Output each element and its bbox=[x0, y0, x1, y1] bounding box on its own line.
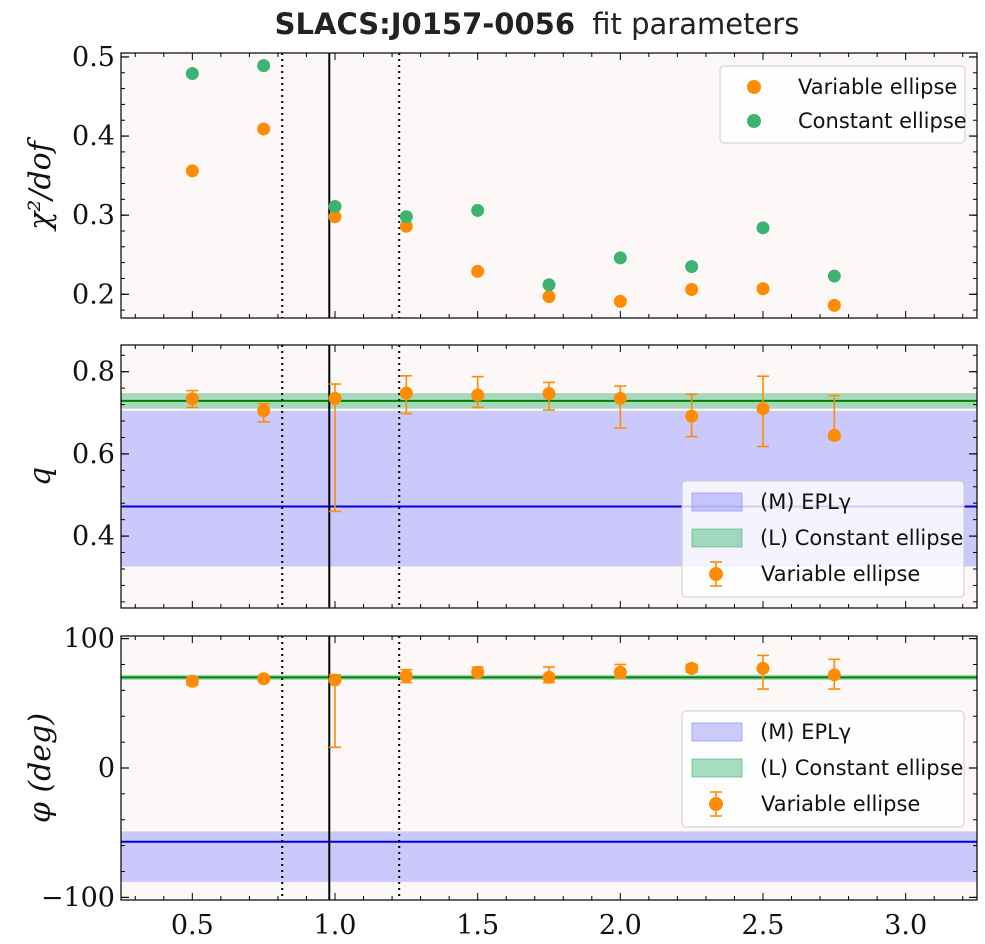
legend-box bbox=[719, 65, 966, 144]
legend-patch-constant bbox=[691, 528, 743, 548]
y-tick-label: 100 bbox=[63, 624, 115, 655]
x-tick-label: 1.0 bbox=[314, 910, 357, 941]
y-tick-label: 0.5 bbox=[72, 42, 115, 73]
data-point-variable bbox=[756, 661, 770, 675]
x-tick-label: 2.5 bbox=[742, 910, 785, 941]
legend-patch-constant bbox=[691, 758, 743, 778]
data-point-variable bbox=[399, 386, 413, 400]
x-tick-label: 3.0 bbox=[884, 910, 927, 941]
data-point-variable bbox=[399, 219, 413, 233]
y-tick-label: −100 bbox=[41, 882, 115, 913]
data-point-constant bbox=[542, 278, 556, 292]
chart-title-suffix: fit parameters bbox=[592, 7, 799, 41]
panel-frame bbox=[120, 344, 978, 609]
legend-patch-epl bbox=[691, 722, 743, 742]
data-point-variable bbox=[613, 665, 627, 679]
y-tick-label: 0.2 bbox=[72, 279, 115, 310]
panel-chi2: 0.2 0.3 0.4 0.5 χ²/dof Variable ellipse Consta… bbox=[23, 42, 978, 319]
data-point-variable bbox=[471, 665, 485, 679]
data-point-variable bbox=[542, 670, 556, 684]
x-tick-label: 1.5 bbox=[456, 910, 499, 941]
legend-box bbox=[681, 710, 965, 828]
data-point-variable bbox=[471, 388, 485, 402]
data-point-variable bbox=[542, 290, 556, 304]
data-point-variable bbox=[613, 294, 627, 308]
y-tick-label: 0.6 bbox=[72, 439, 115, 470]
data-point-variable bbox=[613, 391, 627, 405]
data-point-variable bbox=[827, 298, 841, 312]
data-point-variable bbox=[257, 672, 271, 686]
data-point-constant bbox=[399, 210, 413, 224]
data-point-variable bbox=[185, 164, 199, 178]
y-axis-label: φ (deg) bbox=[23, 713, 58, 823]
data-point-constant bbox=[328, 199, 342, 213]
data-point-constant bbox=[257, 59, 271, 73]
data-point-variable bbox=[328, 210, 342, 224]
panel-q: 0.4 0.6 0.8 q (M) EPLγ (L) Constant ellipse Va… bbox=[23, 344, 978, 609]
chart-title-object: SLACS:J0157-0056 bbox=[275, 7, 575, 41]
y-tick-label: 0.3 bbox=[72, 200, 115, 231]
y-axis-label: q bbox=[23, 467, 58, 486]
panel-phi: −100 0 100 φ (deg) 0.5 1.0 1.5 2.0 2.5 3.0 (M) EPL… bbox=[23, 624, 978, 941]
legend-label: Variable ellipse bbox=[798, 75, 957, 99]
legend-label: Variable ellipse bbox=[761, 562, 920, 586]
legend-marker-constant bbox=[747, 114, 761, 128]
data-point-constant bbox=[185, 67, 199, 81]
data-point-variable bbox=[185, 392, 199, 406]
band-epl bbox=[121, 831, 977, 882]
panel-plot-area bbox=[185, 53, 841, 318]
data-point-constant bbox=[471, 203, 485, 217]
data-point-variable bbox=[185, 674, 199, 688]
legend-marker-variable bbox=[709, 797, 723, 811]
data-point-constant bbox=[756, 221, 770, 235]
data-point-variable bbox=[827, 428, 841, 442]
data-point-variable bbox=[685, 283, 699, 297]
x-tick-label: 0.5 bbox=[171, 910, 214, 941]
y-tick-label: 0.4 bbox=[72, 521, 115, 552]
y-tick-label: 0.4 bbox=[72, 121, 115, 152]
legend-label: (L) Constant ellipse bbox=[760, 526, 963, 550]
legend-label: (M) EPLγ bbox=[760, 490, 851, 514]
data-point-variable bbox=[471, 264, 485, 278]
x-tick-label: 2.0 bbox=[599, 910, 642, 941]
data-point-variable bbox=[685, 661, 699, 675]
data-point-variable bbox=[756, 282, 770, 296]
legend-label: Constant ellipse bbox=[798, 109, 967, 133]
panels: 0.2 0.3 0.4 0.5 χ²/dof Variable ellipse Consta… bbox=[23, 42, 978, 941]
y-axis-label: χ²/dof bbox=[23, 136, 58, 232]
data-point-variable bbox=[542, 386, 556, 400]
legend-label: (L) Constant ellipse bbox=[760, 756, 963, 780]
legend-label: (M) EPLγ bbox=[760, 720, 851, 744]
data-point-variable bbox=[328, 673, 342, 687]
legend-label: Variable ellipse bbox=[761, 792, 920, 816]
data-point-variable bbox=[257, 404, 271, 418]
legend-box bbox=[681, 480, 965, 598]
data-point-variable bbox=[399, 669, 413, 683]
data-point-variable bbox=[827, 668, 841, 682]
panel-plot-area bbox=[121, 636, 977, 900]
y-tick-label: 0.8 bbox=[72, 357, 115, 388]
data-point-constant bbox=[685, 260, 699, 274]
y-tick-label: 0 bbox=[98, 753, 115, 784]
data-point-constant bbox=[613, 251, 627, 265]
data-point-constant bbox=[827, 269, 841, 283]
legend-marker-variable bbox=[709, 567, 723, 581]
data-point-variable bbox=[685, 409, 699, 423]
legend-patch-epl bbox=[691, 492, 743, 512]
panel-frame bbox=[120, 52, 978, 319]
legend-marker-variable bbox=[747, 80, 761, 94]
data-point-variable bbox=[257, 122, 271, 136]
data-point-variable bbox=[756, 402, 770, 416]
data-point-variable bbox=[328, 391, 342, 405]
chart-title: SLACS:J0157-0056 fit parameters bbox=[275, 7, 800, 41]
